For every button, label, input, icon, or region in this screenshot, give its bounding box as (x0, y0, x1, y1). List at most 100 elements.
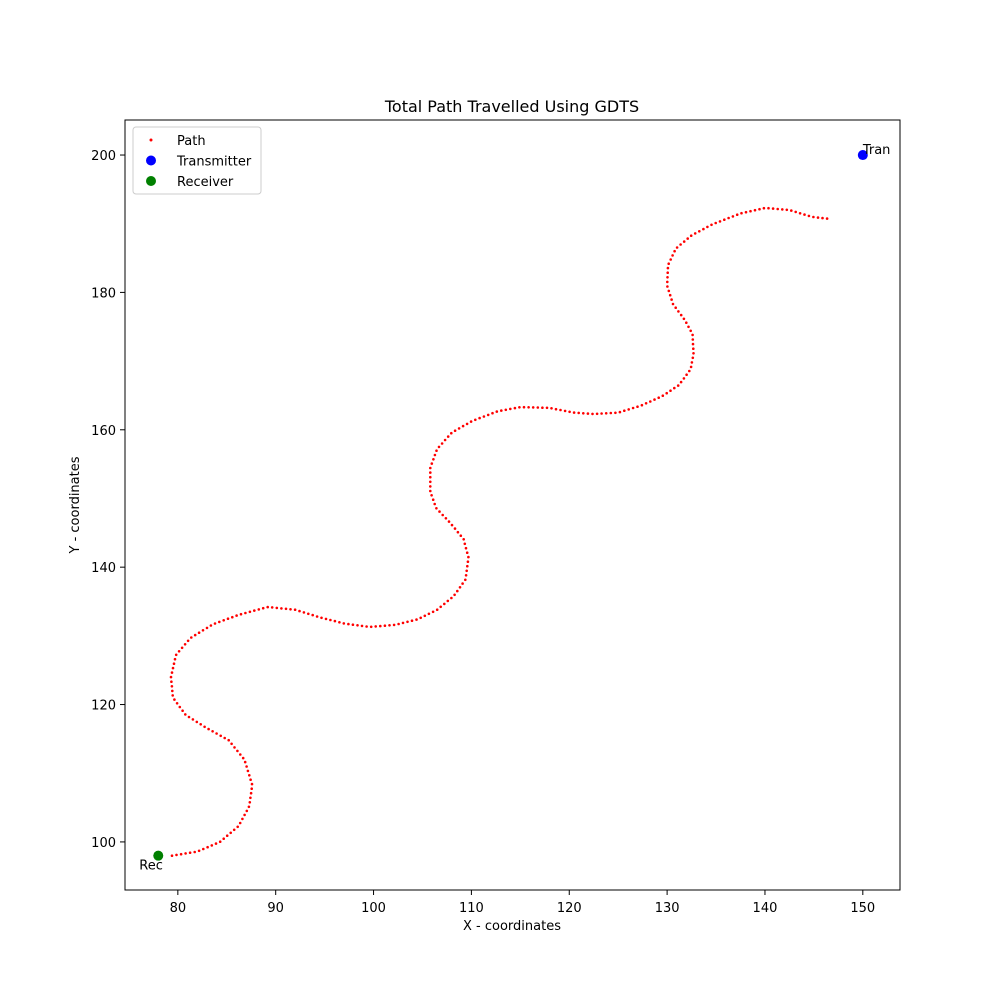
path-point (356, 624, 359, 627)
path-point (825, 217, 829, 220)
path-point (812, 215, 815, 219)
path-point (677, 310, 680, 313)
path-point (184, 713, 187, 716)
receiver-label: Rec (139, 859, 163, 874)
path-point (333, 619, 337, 623)
path-point (459, 534, 463, 537)
path-point (246, 769, 250, 773)
path-point (433, 502, 437, 506)
path-point (682, 240, 686, 243)
path-point (767, 206, 770, 210)
path-point (429, 475, 432, 479)
path-point (669, 258, 672, 261)
path-point (685, 321, 688, 325)
path-point (222, 619, 225, 622)
x-tick-label: 120 (557, 901, 582, 916)
path-point (653, 398, 656, 401)
path-point (718, 220, 722, 223)
path-point (315, 615, 319, 618)
legend: Path Transmitter Receiver (132, 126, 262, 195)
path-point (174, 653, 178, 657)
path-point (673, 249, 676, 253)
path-point (351, 623, 355, 626)
path-point (666, 266, 670, 270)
path-point (197, 849, 201, 853)
path-point (541, 406, 544, 410)
path-point (439, 605, 443, 609)
path-point (803, 213, 806, 216)
path-point (604, 412, 608, 415)
path-point (670, 298, 673, 301)
path-point (821, 216, 824, 220)
path-point (464, 578, 467, 582)
path-point (688, 369, 691, 373)
path-point (618, 410, 622, 414)
path-point (679, 243, 682, 246)
path-point (181, 709, 184, 712)
path-point (666, 285, 669, 288)
path-point (369, 625, 373, 629)
legend-label: Receiver (177, 175, 234, 190)
path-point (187, 715, 191, 719)
path-point (175, 702, 179, 705)
path-point (513, 406, 517, 410)
path-point (419, 616, 423, 620)
x-tick-label: 150 (850, 901, 875, 916)
path-point (776, 207, 779, 211)
path-point (171, 689, 174, 693)
path-point (667, 289, 671, 293)
path-point (248, 610, 252, 614)
path-point (674, 306, 677, 310)
path-point (239, 612, 243, 616)
path-point (469, 420, 473, 423)
path-point (623, 409, 626, 413)
legend-marker-transmitter (146, 155, 156, 166)
path-point (531, 406, 535, 409)
path-point (250, 787, 253, 790)
path-point (406, 620, 409, 624)
path-point (253, 609, 256, 612)
path-point (450, 431, 453, 435)
path-point (275, 606, 279, 610)
path-point (657, 396, 660, 400)
path-point (338, 621, 341, 624)
x-axis-label: X - coordinates (463, 919, 561, 934)
legend-marker-receiver (146, 176, 156, 186)
path-point (172, 662, 176, 665)
path-point (644, 402, 648, 405)
legend-box (132, 126, 262, 195)
path-point (365, 625, 368, 628)
y-tick-label: 120 (91, 699, 116, 714)
path-point (614, 411, 617, 415)
path-point (668, 293, 672, 297)
path-point (554, 407, 558, 411)
path-point (201, 629, 205, 632)
path-point (474, 418, 477, 422)
path-point (466, 564, 469, 568)
path-point (218, 620, 221, 624)
path-point (689, 365, 693, 369)
path-point (723, 218, 726, 221)
path-point (450, 523, 454, 527)
path-point (595, 412, 599, 416)
path-point (248, 774, 251, 777)
path-point (456, 530, 460, 534)
path-point (682, 317, 686, 321)
path-point (245, 765, 248, 768)
path-point (423, 614, 427, 618)
path-point (467, 555, 470, 559)
plot-area (153, 150, 868, 861)
path-point (243, 760, 247, 764)
path-point (324, 617, 328, 621)
y-tick-label: 180 (91, 286, 116, 301)
path-point (807, 214, 811, 218)
receiver-point (153, 850, 164, 861)
path-point (435, 507, 438, 510)
path-point (329, 618, 332, 622)
path-point (666, 271, 669, 275)
x-tick-label: 80 (170, 901, 187, 916)
path-point (816, 216, 820, 219)
legend-marker-path (149, 138, 153, 142)
x-axis: 80 90 100 110 120 130 140 150 (170, 890, 875, 916)
path-point (247, 805, 251, 809)
